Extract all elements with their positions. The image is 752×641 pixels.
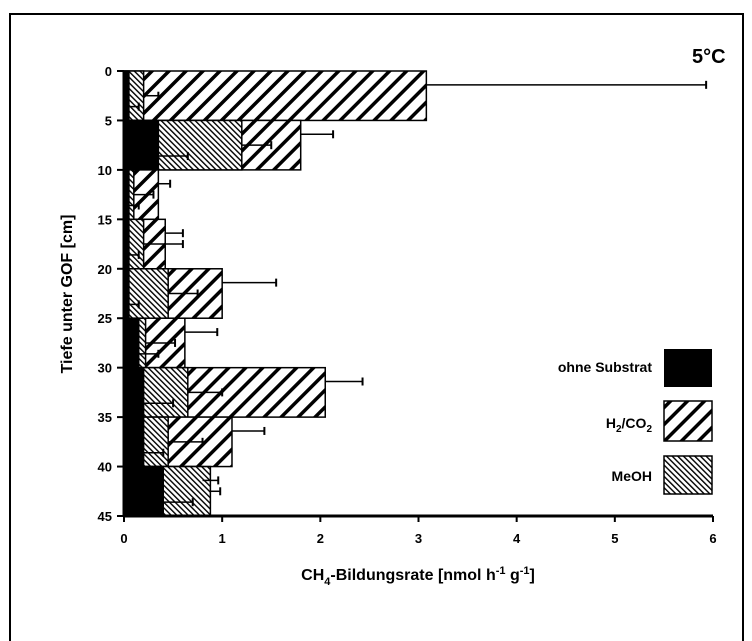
bar-h2-co2-0-5 xyxy=(123,70,428,122)
legend-swatch-h2-co2 xyxy=(663,400,713,442)
x-tick-label-6: 6 xyxy=(709,531,716,546)
y-tick-label-20: 20 xyxy=(98,262,112,277)
legend-label-h2-co2: H2/CO2 xyxy=(606,415,653,435)
error-bars-layer xyxy=(128,80,708,507)
bar-meoh-20-25 xyxy=(123,268,169,319)
bar-ohne-substrat-40-45 xyxy=(123,465,165,517)
bar-ohne-substrat-25-30 xyxy=(123,317,140,369)
x-tick-label-2: 2 xyxy=(317,531,324,546)
y-ticks: 0 5 10 15 20 25 30 35 40 45 xyxy=(98,64,124,524)
y-tick-label-5: 5 xyxy=(105,113,112,128)
y-tick-label-35: 35 xyxy=(98,410,112,425)
legend-swatch-meoh xyxy=(663,455,713,495)
x-axis-label: CH4-Bildungsrate [nmol h-1 g-1] xyxy=(301,565,535,588)
x-tick-label-1: 1 xyxy=(219,531,226,546)
x-tick-label-4: 4 xyxy=(513,531,521,546)
legend-swatch-ohne-substrat xyxy=(664,349,712,387)
temperature-annotation: 5°C xyxy=(692,46,726,68)
legend-label-ohne-substrat: ohne Substrat xyxy=(558,359,652,375)
legend-label-meoh: MeOH xyxy=(612,468,652,484)
y-tick-label-30: 30 xyxy=(98,361,112,376)
y-tick-label-15: 15 xyxy=(98,212,112,227)
bar-ohne-substrat-35-40 xyxy=(123,416,145,468)
y-tick-label-40: 40 xyxy=(98,460,112,475)
y-tick-label-25: 25 xyxy=(98,311,112,326)
legend: ohne Substrat H2/CO2 MeOH xyxy=(558,349,713,495)
x-tick-label-0: 0 xyxy=(120,531,127,546)
y-tick-label-0: 0 xyxy=(105,64,112,79)
y-tick-label-45: 45 xyxy=(98,509,112,524)
x-tick-label-5: 5 xyxy=(611,531,618,546)
chart-frame xyxy=(9,13,744,641)
x-ticks: 0 1 2 3 4 5 6 xyxy=(120,516,717,546)
bar-ohne-substrat-30-35 xyxy=(123,366,145,418)
x-tick-label-3: 3 xyxy=(415,531,422,546)
bar-ohne-substrat-5-10 xyxy=(123,119,160,171)
y-tick-label-10: 10 xyxy=(98,163,112,178)
y-axis-label: Tiefe unter GOF [cm] xyxy=(59,215,76,374)
